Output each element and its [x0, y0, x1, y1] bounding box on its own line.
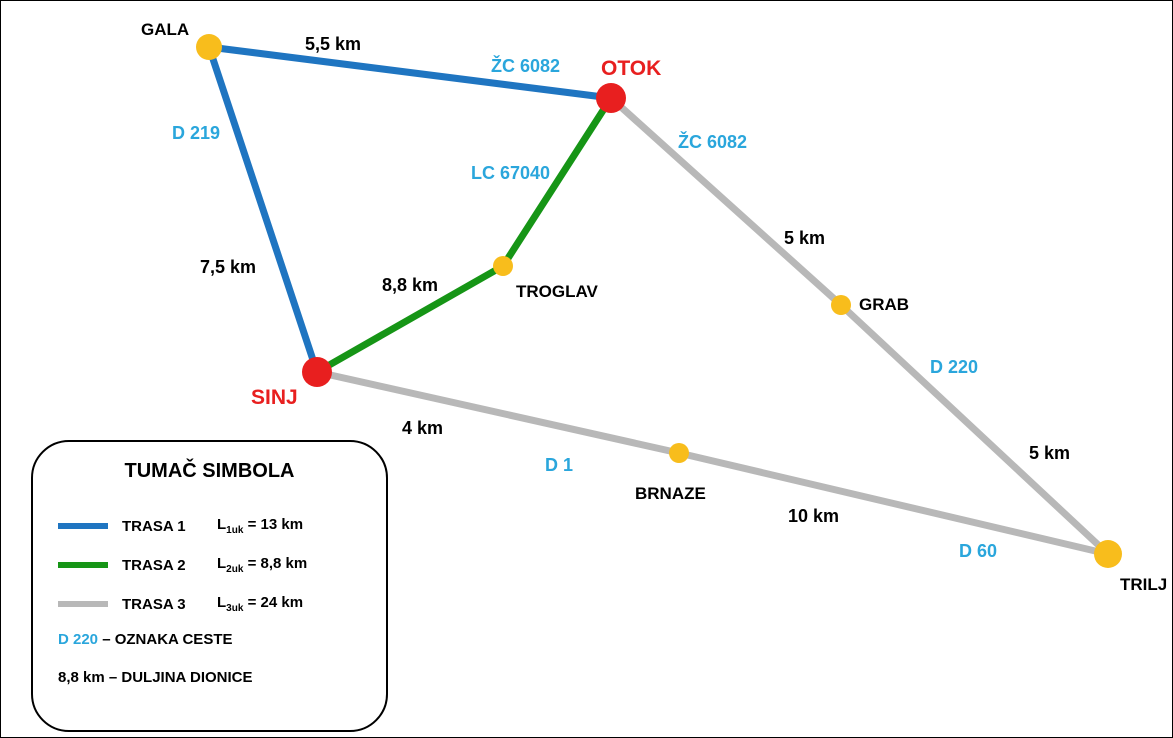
road-otok-troglav: LC 67040	[471, 163, 550, 183]
node-gala	[196, 34, 222, 60]
node-troglav	[493, 256, 513, 276]
legend-route3: TRASA 3 L3uk = 24 km	[58, 593, 303, 615]
label-otok: OTOK	[601, 57, 661, 80]
legend-road-example: D 220	[58, 631, 99, 648]
dist-otok-grab: 5 km	[784, 228, 825, 248]
legend-route1: TRASA 1 L1uk = 13 km	[58, 515, 303, 537]
dist-gala-otok: 5,5 km	[305, 34, 361, 54]
label-sinj: SINJ	[251, 386, 298, 409]
dist-sinj-brnaze: 4 km	[402, 418, 443, 438]
legend-route2: TRASA 2 L2uk = 8,8 km	[58, 554, 307, 576]
dist-gala-sinj: 7,5 km	[200, 257, 256, 277]
node-otok	[596, 83, 626, 113]
dist-sinj-troglav: 8,8 km	[382, 275, 438, 295]
road-brnaze-trilj: D 60	[959, 541, 997, 561]
legend-road-desc: – OZNAKA CESTE	[98, 631, 233, 648]
node-trilj	[1094, 540, 1122, 568]
road-gala-sinj: D 219	[172, 123, 220, 143]
legend-route3-swatch	[58, 601, 108, 607]
legend-box: TUMAČ SIMBOLA TRASA 1 L1uk = 13 km TRASA…	[31, 440, 388, 732]
label-gala: GALA	[141, 20, 189, 39]
label-troglav: TROGLAV	[516, 282, 599, 301]
legend-road-note: D 220 – OZNAKA CESTE	[58, 631, 233, 648]
legend-distance-desc: – DULJINA DIONICE	[104, 669, 253, 686]
route2-troglav-sinj	[313, 262, 507, 376]
legend-route3-name: TRASA 3	[122, 595, 186, 613]
route3-otok-grab	[607, 94, 845, 309]
legend-route2-name: TRASA 2	[122, 556, 186, 574]
legend-route2-length: L2uk = 8,8 km	[217, 555, 308, 575]
legend-title: TUMAČ SIMBOLA	[124, 460, 295, 482]
route1-gala-sinj	[205, 43, 321, 376]
legend-distance-note: 8,8 km – DULJINA DIONICE	[58, 669, 253, 686]
node-grab	[831, 295, 851, 315]
legend-route2-swatch	[58, 562, 108, 568]
label-brnaze: BRNAZE	[635, 484, 706, 503]
legend-route1-length: L1uk = 13 km	[217, 516, 304, 536]
legend-distance-example: 8,8 km	[58, 669, 105, 686]
road-grab-trilj: D 220	[930, 357, 978, 377]
dist-grab-trilj: 5 km	[1029, 443, 1070, 463]
road-sinj-brnaze: D 1	[545, 455, 573, 475]
route3-brnaze-trilj	[675, 449, 1112, 558]
legend-route1-name: TRASA 1	[122, 517, 186, 535]
route1-gala-otok	[205, 43, 615, 102]
road-gala-otok: ŽC 6082	[491, 55, 560, 76]
route2-otok-troglav	[499, 94, 615, 270]
label-grab: GRAB	[859, 295, 909, 314]
node-sinj	[302, 357, 332, 387]
node-brnaze	[669, 443, 689, 463]
road-otok-grab: ŽC 6082	[678, 131, 747, 152]
legend-route3-length: L3uk = 24 km	[217, 594, 304, 614]
label-trilj: TRILJ	[1120, 575, 1167, 594]
route3-grab-trilj	[837, 301, 1112, 558]
route3-sinj-brnaze	[313, 368, 683, 457]
dist-brnaze-trilj: 10 km	[788, 506, 839, 526]
legend-route1-swatch	[58, 523, 108, 529]
